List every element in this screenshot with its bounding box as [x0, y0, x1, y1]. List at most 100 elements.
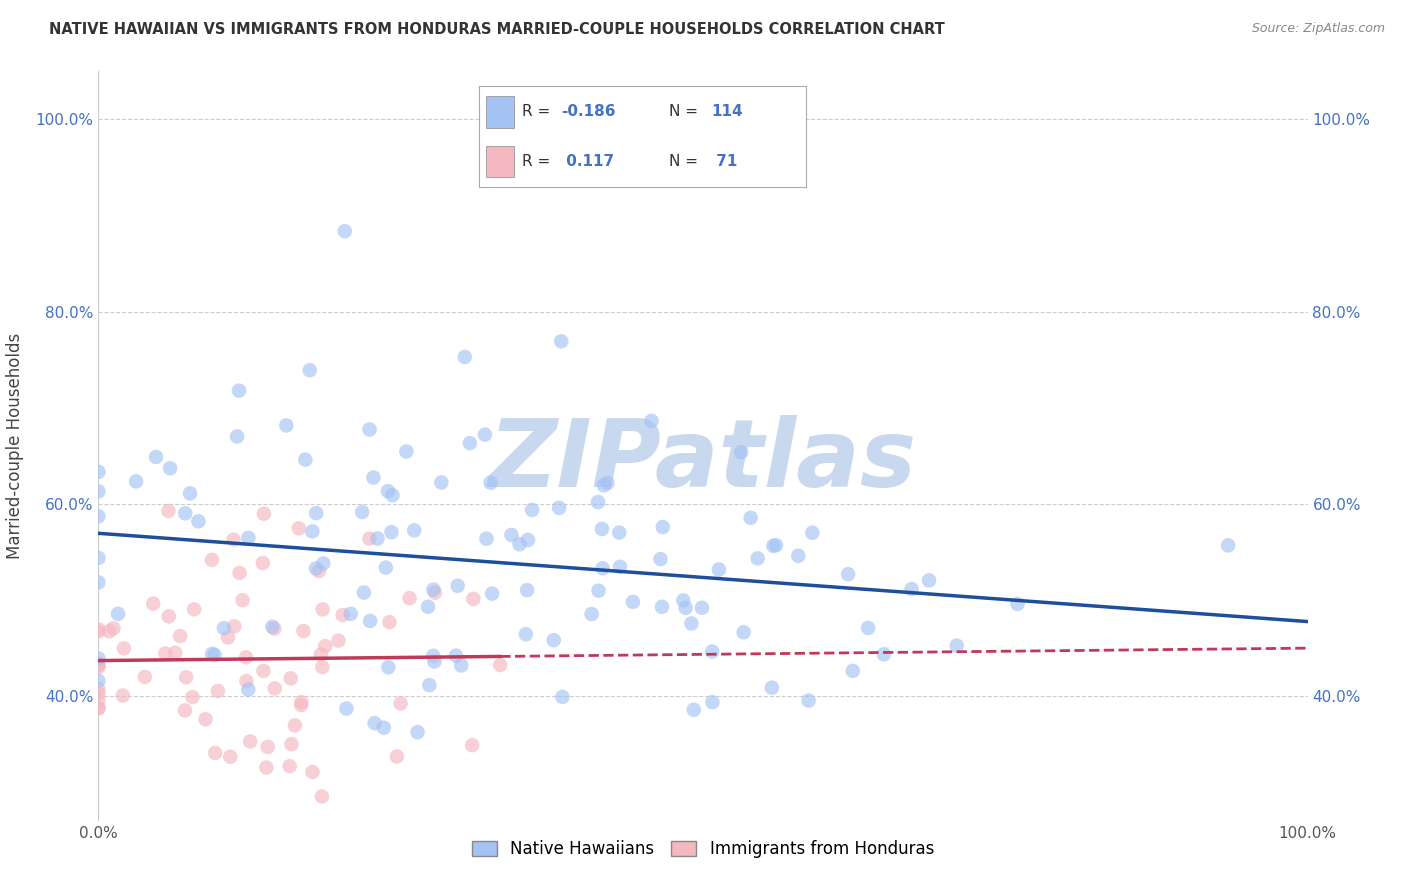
- Point: [607, 525, 630, 540]
- Point: [551, 690, 574, 704]
- Point: [398, 591, 420, 606]
- Point: [596, 475, 619, 490]
- Point: [294, 452, 316, 467]
- Point: [359, 614, 381, 628]
- Point: [395, 444, 418, 458]
- Point: [134, 670, 156, 684]
- Point: [280, 671, 302, 685]
- Point: [385, 749, 408, 764]
- Point: [707, 562, 730, 576]
- Point: [474, 427, 496, 442]
- Point: [797, 693, 820, 707]
- Text: Source: ZipAtlas.com: Source: ZipAtlas.com: [1251, 22, 1385, 36]
- Point: [416, 599, 439, 614]
- Point: [373, 721, 395, 735]
- Point: [509, 537, 531, 551]
- Point: [733, 625, 755, 640]
- Point: [254, 760, 277, 774]
- Point: [290, 695, 312, 709]
- Point: [288, 521, 311, 535]
- Point: [489, 658, 512, 673]
- Point: [314, 639, 336, 653]
- Point: [165, 646, 187, 660]
- Point: [298, 363, 321, 377]
- Point: [87, 658, 110, 673]
- Point: [461, 738, 484, 752]
- Point: [212, 621, 235, 635]
- Point: [179, 486, 201, 500]
- Point: [98, 624, 121, 639]
- Point: [918, 574, 941, 588]
- Point: [801, 525, 824, 540]
- Point: [308, 564, 330, 578]
- Point: [125, 475, 148, 489]
- Point: [945, 639, 967, 653]
- Point: [309, 648, 332, 662]
- Point: [335, 701, 357, 715]
- Point: [458, 436, 481, 450]
- Point: [107, 607, 129, 621]
- Point: [730, 445, 752, 459]
- Point: [363, 470, 385, 484]
- Point: [675, 600, 697, 615]
- Point: [284, 718, 307, 732]
- Point: [333, 224, 356, 238]
- Point: [422, 582, 444, 597]
- Point: [672, 593, 695, 607]
- Point: [359, 532, 381, 546]
- Point: [87, 509, 110, 524]
- Point: [581, 607, 603, 621]
- Point: [201, 553, 224, 567]
- Point: [591, 522, 613, 536]
- Point: [239, 734, 262, 748]
- Point: [219, 749, 242, 764]
- Point: [311, 789, 333, 804]
- Point: [450, 658, 472, 673]
- Point: [381, 488, 404, 502]
- Point: [787, 549, 810, 563]
- Point: [516, 533, 538, 547]
- Point: [278, 759, 301, 773]
- Point: [174, 506, 197, 520]
- Point: [423, 585, 446, 599]
- Point: [87, 701, 110, 715]
- Point: [609, 559, 631, 574]
- Point: [515, 627, 537, 641]
- Point: [201, 647, 224, 661]
- Point: [224, 619, 246, 633]
- Point: [444, 648, 467, 663]
- Point: [228, 566, 250, 580]
- Point: [301, 524, 323, 539]
- Point: [702, 644, 724, 658]
- Legend: Native Hawaiians, Immigrants from Honduras: Native Hawaiians, Immigrants from Hondur…: [465, 833, 941, 864]
- Point: [377, 484, 399, 499]
- Point: [217, 631, 239, 645]
- Point: [765, 538, 787, 552]
- Point: [873, 648, 896, 662]
- Point: [87, 484, 110, 499]
- Point: [87, 681, 110, 696]
- Point: [174, 703, 197, 717]
- Point: [235, 650, 257, 665]
- Point: [374, 560, 396, 574]
- Point: [588, 583, 610, 598]
- Point: [761, 681, 783, 695]
- Point: [550, 334, 572, 349]
- Point: [366, 532, 388, 546]
- Point: [87, 701, 110, 715]
- Point: [157, 609, 180, 624]
- Point: [262, 620, 284, 634]
- Point: [332, 608, 354, 623]
- Point: [501, 528, 523, 542]
- Point: [222, 533, 245, 547]
- Point: [312, 557, 335, 571]
- Point: [479, 475, 502, 490]
- Point: [548, 500, 571, 515]
- Point: [87, 575, 110, 590]
- Point: [328, 633, 350, 648]
- Point: [111, 689, 134, 703]
- Point: [194, 712, 217, 726]
- Point: [204, 648, 226, 662]
- Point: [253, 507, 276, 521]
- Point: [226, 429, 249, 443]
